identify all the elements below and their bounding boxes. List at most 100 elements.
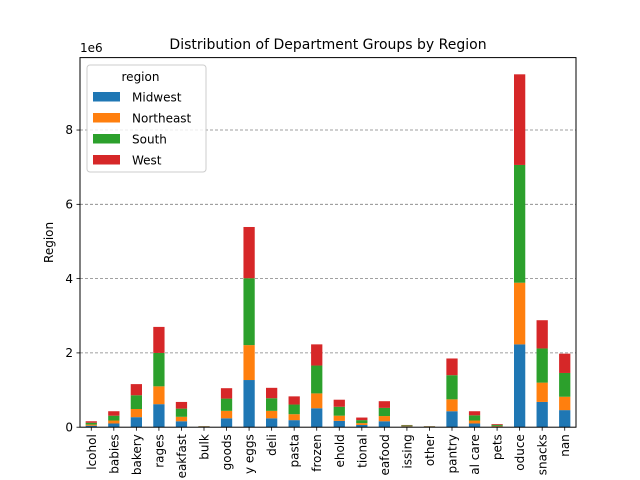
y-offset-label: 1e6 bbox=[80, 41, 103, 55]
bar-babies-midwest bbox=[108, 423, 120, 428]
bar-frozen-northeast bbox=[311, 393, 323, 409]
bar-alcohol-south bbox=[85, 422, 97, 425]
bar-canned-goods-midwest bbox=[220, 418, 233, 428]
bar-meat-seafood-south bbox=[378, 407, 390, 417]
plot-frame bbox=[79, 57, 577, 428]
y-tick-label: 8 bbox=[65, 123, 73, 137]
bar-dairy-eggs-northeast bbox=[243, 345, 255, 381]
bar-international-midwest bbox=[356, 424, 368, 428]
bar-nan-midwest bbox=[559, 410, 571, 428]
x-tick-label: bakery bbox=[130, 434, 144, 475]
bar-deli-west bbox=[266, 387, 278, 399]
bar-dry-goods-pasta-west bbox=[288, 396, 300, 405]
bar-personal-care-west bbox=[468, 411, 481, 416]
x-tick-label: rages bbox=[152, 434, 166, 468]
bar-beverages-west bbox=[153, 326, 165, 353]
bar-nan-south bbox=[559, 372, 571, 397]
x-tick-label: al care bbox=[468, 434, 482, 475]
bar-bakery-west bbox=[130, 384, 142, 396]
bar-alcohol-midwest bbox=[85, 425, 97, 428]
x-tick-label: frozen bbox=[310, 434, 324, 472]
x-tick-label: deli bbox=[265, 434, 279, 456]
legend-label-northeast: Northeast bbox=[132, 112, 192, 126]
bar-nan-northeast bbox=[559, 396, 571, 411]
y-axis: 0 2 4 6 8 bbox=[65, 123, 80, 434]
y-tick-label: 4 bbox=[65, 272, 73, 286]
bar-household-south bbox=[333, 406, 345, 416]
x-tick-label: pantry bbox=[446, 434, 460, 473]
bar-canned-goods-northeast bbox=[220, 410, 233, 419]
x-tick-label: y eggs bbox=[243, 434, 257, 474]
legend-title: region bbox=[122, 70, 160, 84]
x-tick-label: pets bbox=[491, 434, 505, 460]
x-tick-label: oduce bbox=[513, 434, 527, 471]
legend-swatch-midwest bbox=[93, 92, 120, 102]
bar-dairy-eggs-midwest bbox=[243, 380, 255, 428]
bar-snacks-west bbox=[536, 320, 548, 349]
bar-pantry-west bbox=[446, 358, 458, 376]
y-axis-label: Region bbox=[42, 222, 56, 263]
y-tick-label: 0 bbox=[65, 420, 73, 434]
bar-meat-seafood-west bbox=[378, 401, 390, 408]
y-tick-label: 6 bbox=[65, 198, 73, 212]
bar-dry-goods-pasta-midwest bbox=[288, 420, 300, 428]
bar-babies-northeast bbox=[108, 420, 120, 424]
bar-snacks-south bbox=[536, 348, 548, 383]
bar-meat-seafood-midwest bbox=[378, 421, 390, 428]
bar-frozen-west bbox=[311, 344, 323, 366]
bar-breakfast-midwest bbox=[175, 421, 188, 428]
bar-nan-west bbox=[559, 353, 571, 373]
x-tick-label: eafood bbox=[378, 434, 392, 475]
bar-personal-care-midwest bbox=[468, 423, 481, 428]
bar-international-west bbox=[356, 417, 368, 421]
bar-alcohol-west bbox=[85, 421, 97, 423]
bar-breakfast-northeast bbox=[175, 416, 188, 422]
legend: region Midwest Northeast South West bbox=[86, 64, 207, 173]
x-tick-label: eakfast bbox=[175, 434, 189, 479]
bar-canned-goods-south bbox=[220, 398, 233, 411]
bar-produce-midwest bbox=[514, 344, 526, 428]
bar-pets-northeast bbox=[491, 425, 503, 427]
bars bbox=[85, 74, 571, 428]
bar-breakfast-south bbox=[175, 408, 188, 417]
bar-meat-seafood-northeast bbox=[378, 416, 390, 422]
x-tick-label: bulk bbox=[198, 434, 212, 460]
bar-household-west bbox=[333, 399, 345, 407]
bar-deli-south bbox=[266, 398, 278, 411]
legend-swatch-south bbox=[93, 134, 120, 144]
x-tick-label: babies bbox=[107, 434, 121, 474]
x-tick-label: ehold bbox=[333, 434, 347, 467]
bar-frozen-south bbox=[311, 365, 323, 394]
bar-deli-northeast bbox=[266, 410, 278, 419]
legend-label-midwest: Midwest bbox=[132, 91, 182, 105]
bar-missing-south bbox=[401, 425, 413, 427]
x-tick-label: snacks bbox=[536, 434, 550, 475]
bar-frozen-midwest bbox=[311, 408, 323, 428]
bar-pantry-midwest bbox=[446, 411, 458, 428]
bar-household-midwest bbox=[333, 420, 345, 428]
legend-label-south: South bbox=[132, 133, 167, 147]
bar-snacks-northeast bbox=[536, 382, 548, 402]
bar-dry-goods-pasta-south bbox=[288, 404, 300, 415]
bar-pantry-south bbox=[446, 375, 458, 400]
x-tick-label: tional bbox=[355, 434, 369, 468]
bar-bakery-south bbox=[130, 395, 142, 409]
bar-beverages-south bbox=[153, 352, 165, 387]
bar-dry-goods-pasta-northeast bbox=[288, 414, 300, 421]
bar-produce-south bbox=[514, 164, 526, 283]
bar-beverages-midwest bbox=[153, 404, 165, 428]
legend-swatch-northeast bbox=[93, 113, 120, 123]
bar-babies-west bbox=[108, 411, 120, 416]
bar-snacks-midwest bbox=[536, 401, 548, 428]
bar-produce-northeast bbox=[514, 282, 526, 345]
bar-household-northeast bbox=[333, 415, 345, 421]
bar-international-northeast bbox=[356, 423, 368, 425]
x-tick-label: other bbox=[423, 434, 437, 466]
bar-beverages-northeast bbox=[153, 386, 165, 405]
bar-international-south bbox=[356, 420, 368, 424]
bar-pantry-northeast bbox=[446, 399, 458, 412]
x-tick-label: lcohol bbox=[85, 434, 99, 470]
legend-box bbox=[86, 64, 207, 173]
bar-canned-goods-west bbox=[220, 388, 233, 399]
